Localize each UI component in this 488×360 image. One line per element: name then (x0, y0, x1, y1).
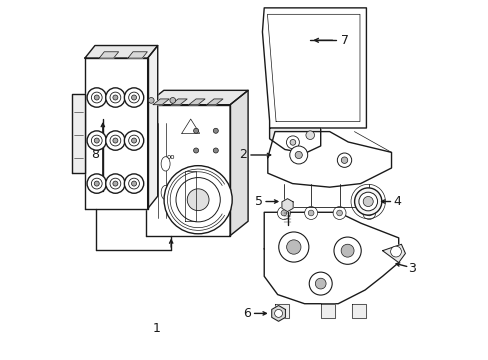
Circle shape (274, 310, 282, 318)
Circle shape (213, 148, 218, 153)
Circle shape (105, 88, 125, 107)
Polygon shape (85, 45, 158, 58)
Circle shape (341, 244, 353, 257)
Circle shape (315, 278, 325, 289)
Polygon shape (85, 58, 147, 209)
Text: 1: 1 (152, 322, 160, 335)
Polygon shape (264, 212, 398, 304)
Polygon shape (153, 99, 169, 105)
Circle shape (366, 210, 371, 216)
Circle shape (94, 138, 99, 143)
Text: 3: 3 (407, 262, 415, 275)
Text: 2: 2 (238, 148, 246, 162)
Circle shape (286, 136, 299, 149)
Circle shape (308, 272, 331, 295)
Circle shape (91, 135, 102, 146)
Polygon shape (262, 8, 366, 128)
Circle shape (278, 232, 308, 262)
Polygon shape (171, 99, 187, 105)
Polygon shape (72, 94, 85, 173)
Polygon shape (128, 52, 147, 58)
Ellipse shape (161, 185, 170, 200)
Circle shape (128, 92, 139, 103)
Circle shape (87, 131, 106, 150)
Circle shape (131, 181, 136, 186)
Circle shape (333, 237, 361, 264)
Circle shape (307, 210, 313, 216)
Text: 6: 6 (243, 307, 250, 320)
Polygon shape (185, 171, 196, 221)
Circle shape (390, 246, 401, 257)
Polygon shape (206, 99, 223, 105)
Circle shape (113, 95, 118, 100)
Circle shape (110, 92, 121, 103)
Text: oo: oo (166, 154, 175, 160)
Circle shape (87, 88, 106, 107)
Text: 8: 8 (91, 148, 99, 161)
Circle shape (341, 157, 347, 163)
Polygon shape (271, 306, 285, 321)
Polygon shape (274, 304, 289, 318)
Circle shape (289, 139, 295, 145)
Circle shape (124, 174, 143, 193)
Polygon shape (351, 304, 365, 318)
Circle shape (304, 207, 317, 220)
Circle shape (105, 174, 125, 193)
Polygon shape (147, 45, 158, 209)
Circle shape (131, 138, 136, 143)
Circle shape (91, 178, 102, 189)
Text: 5: 5 (254, 195, 263, 208)
Circle shape (169, 98, 175, 103)
Polygon shape (145, 105, 230, 235)
Circle shape (286, 240, 301, 254)
Text: 4: 4 (393, 195, 401, 208)
Polygon shape (230, 90, 247, 235)
Circle shape (94, 181, 99, 186)
Circle shape (128, 135, 139, 146)
Circle shape (305, 131, 314, 139)
Polygon shape (382, 244, 405, 262)
Circle shape (193, 128, 198, 133)
Circle shape (148, 98, 154, 103)
Circle shape (124, 131, 143, 150)
Circle shape (363, 197, 372, 207)
Circle shape (105, 131, 125, 150)
Circle shape (332, 207, 346, 220)
Polygon shape (269, 128, 320, 153)
Circle shape (164, 166, 232, 234)
Circle shape (289, 146, 307, 164)
Circle shape (87, 174, 106, 193)
Circle shape (113, 138, 118, 143)
Circle shape (91, 92, 102, 103)
Circle shape (113, 181, 118, 186)
Polygon shape (99, 52, 119, 58)
Polygon shape (145, 90, 247, 105)
Circle shape (110, 178, 121, 189)
Circle shape (281, 210, 286, 216)
Polygon shape (188, 99, 204, 105)
Circle shape (94, 95, 99, 100)
Circle shape (336, 210, 342, 216)
Circle shape (176, 177, 220, 222)
Circle shape (110, 135, 121, 146)
Polygon shape (282, 199, 292, 212)
Circle shape (131, 95, 136, 100)
Circle shape (128, 178, 139, 189)
Circle shape (337, 153, 351, 167)
Circle shape (295, 152, 302, 158)
Circle shape (124, 88, 143, 107)
Circle shape (354, 188, 381, 215)
Polygon shape (267, 132, 391, 187)
Circle shape (193, 148, 198, 153)
Text: 7: 7 (341, 34, 348, 47)
Ellipse shape (161, 157, 170, 171)
Polygon shape (320, 304, 334, 318)
Circle shape (362, 207, 375, 220)
Circle shape (277, 207, 290, 220)
Circle shape (213, 128, 218, 133)
Circle shape (187, 189, 208, 211)
Circle shape (358, 192, 377, 211)
